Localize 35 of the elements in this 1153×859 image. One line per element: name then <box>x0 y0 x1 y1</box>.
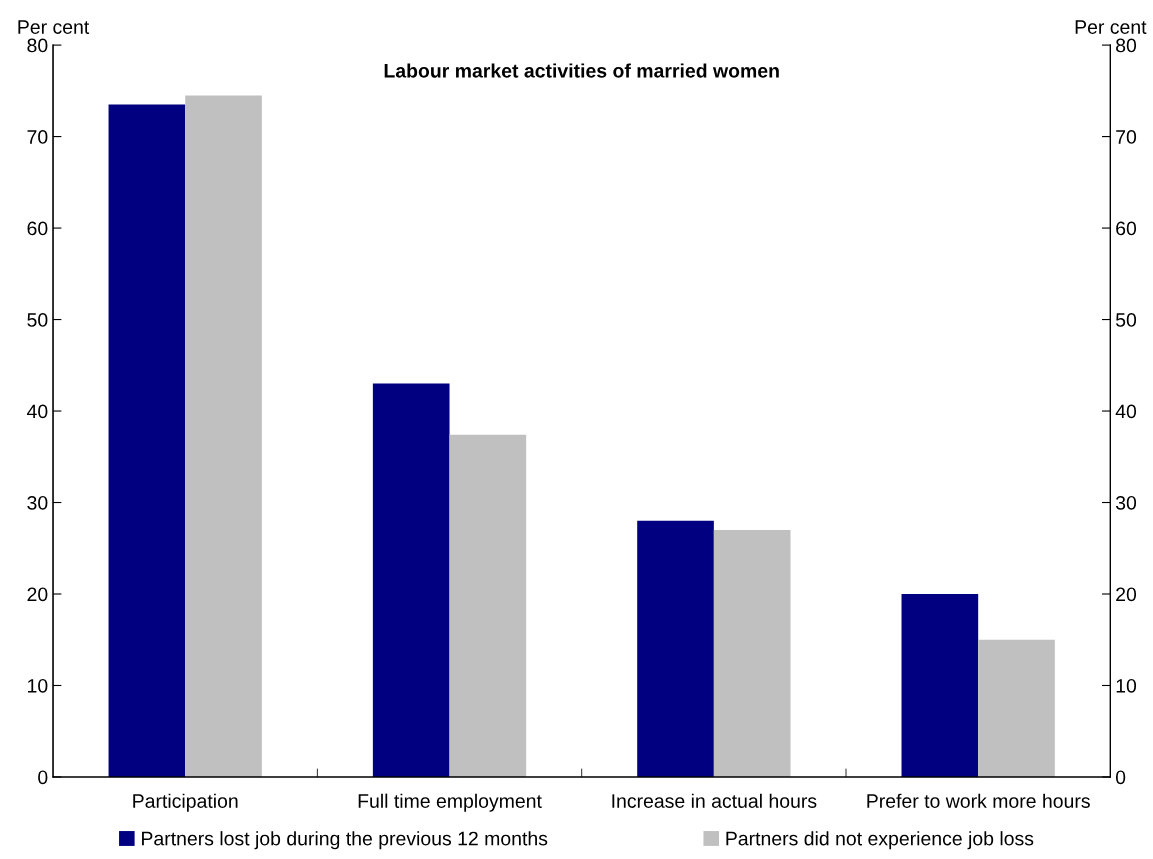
bar <box>978 639 1055 777</box>
x-tick-label: Increase in actual hours <box>612 793 817 808</box>
bar <box>108 104 186 777</box>
y-tick-label: 80 <box>27 38 48 53</box>
y2-axis-title: Per cent <box>1075 20 1147 34</box>
bar <box>713 529 791 777</box>
y2-tick-label: 70 <box>1116 130 1137 144</box>
y2-tick-label: 50 <box>1115 313 1137 327</box>
y-tick-label: 60 <box>27 221 48 236</box>
y-tick-label: 0 <box>38 770 48 785</box>
y2-tick-label: 60 <box>1116 221 1137 236</box>
bar <box>637 520 714 777</box>
x-tick-label: Participation <box>133 793 238 812</box>
y-tick-label: 30 <box>27 495 48 510</box>
y-tick-label: 40 <box>27 404 48 419</box>
y2-tick-label: 20 <box>1116 587 1137 602</box>
y-tick-label: 10 <box>28 678 48 693</box>
y2-tick-label: 0 <box>1115 770 1126 785</box>
y2-tick-label: 80 <box>1116 38 1137 53</box>
y-axis-title: Per cent <box>18 20 90 34</box>
x-tick-label: Prefer to work more hours <box>867 793 1090 808</box>
text: Labour market activities of married women <box>384 63 779 78</box>
legend-label: Partners lost job during the previous 12 months <box>142 831 548 850</box>
bar <box>901 594 979 777</box>
y2-tick-label: 10 <box>1116 678 1137 693</box>
y-tick-label: 20 <box>27 587 48 602</box>
y-tick-label: 50 <box>27 313 48 327</box>
y2-tick-label: 40 <box>1115 404 1137 419</box>
bar <box>449 434 527 777</box>
legend-label: Partners did not experience job loss <box>726 831 1034 850</box>
y-tick-label: 70 <box>27 130 48 144</box>
bar <box>185 95 262 777</box>
y2-tick-label: 30 <box>1115 495 1137 510</box>
x-tick-label: Full time employment <box>358 793 542 812</box>
bar <box>372 383 450 777</box>
